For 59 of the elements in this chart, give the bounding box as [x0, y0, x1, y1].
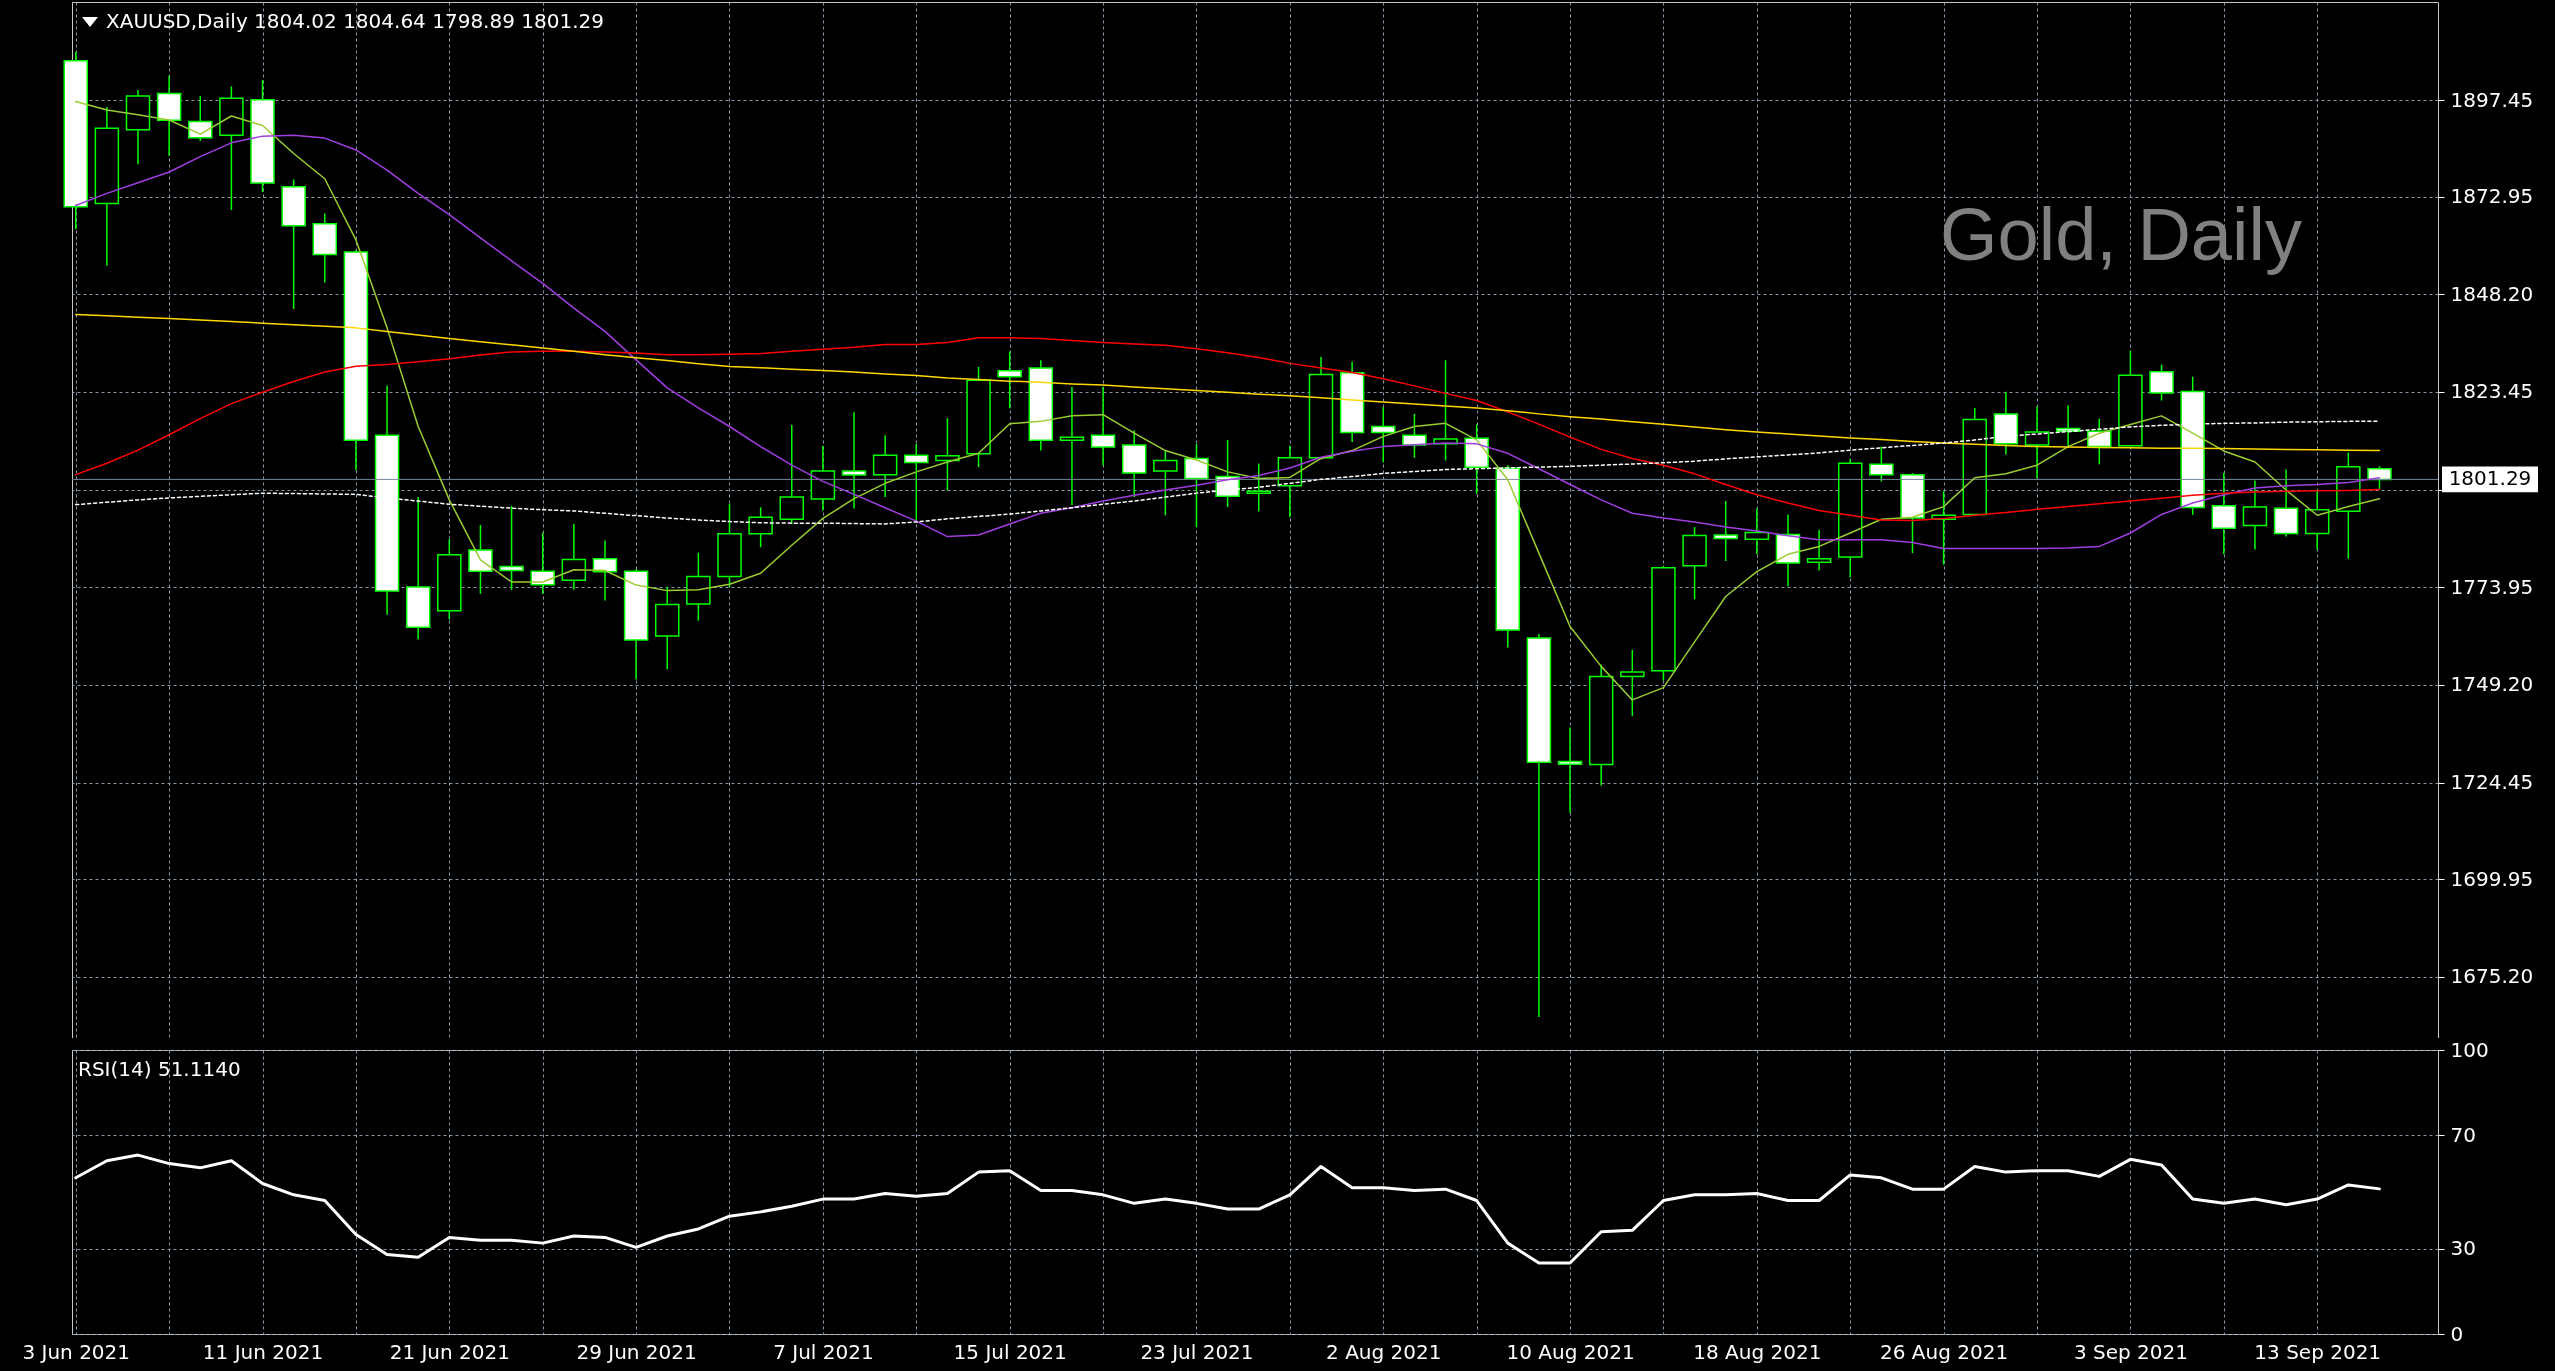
y-tick-label: 0 — [2450, 1321, 2464, 1346]
chart-title: RSI(14) 51.1140 — [78, 1057, 241, 1081]
y-tick-label: 30 — [2450, 1236, 2476, 1261]
y-tick-label: 1675.20 — [2450, 964, 2534, 989]
candlestick — [1557, 726, 1583, 814]
line-series — [74, 313, 2381, 452]
y-tick-label: 100 — [2450, 1037, 2489, 1062]
y-tick-label: 1848.20 — [2450, 281, 2534, 306]
x-tick-label: 13 Sep 2021 — [2254, 1339, 2382, 1364]
candlestick — [1059, 386, 1085, 506]
x-tick-label: 3 Sep 2021 — [2073, 1339, 2188, 1364]
candlestick — [1744, 507, 1770, 556]
candlestick — [2304, 490, 2330, 551]
x-tick-label: 3 Jun 2021 — [22, 1339, 131, 1364]
candlestick — [1371, 406, 1396, 464]
candlestick — [935, 417, 960, 492]
y-tick-label: 1724.45 — [2450, 770, 2534, 795]
candlestick — [1806, 529, 1832, 572]
y-tick-label: 1897.45 — [2450, 87, 2534, 112]
y-tick-label: 1823.45 — [2450, 379, 2534, 404]
line-series — [74, 100, 2381, 701]
x-tick-label: 2 Aug 2021 — [1326, 1339, 1442, 1364]
candlestick — [1153, 450, 1178, 517]
y-tick-label: 70 — [2450, 1122, 2476, 1147]
candlestick — [1246, 462, 1271, 513]
candlestick — [2211, 471, 2237, 556]
candlestick — [2149, 363, 2174, 402]
chart-title: XAUUSD,Daily 1804.02 1804.64 1798.89 1801.29 — [106, 9, 604, 33]
x-tick-label: 10 Aug 2021 — [1506, 1339, 1635, 1364]
x-tick-label: 21 Jun 2021 — [389, 1339, 510, 1364]
x-tick-label: 26 Aug 2021 — [1880, 1339, 2009, 1364]
ref-line-label: 1801.29 — [2448, 466, 2532, 491]
candlestick — [904, 443, 929, 522]
candlestick — [997, 350, 1022, 410]
y-tick-label: 1872.95 — [2450, 184, 2534, 209]
x-tick-label: 11 Jun 2021 — [202, 1339, 324, 1364]
annotation: Gold, Daily — [1940, 193, 2302, 276]
candlestick — [1402, 413, 1427, 459]
candlestick — [841, 411, 867, 510]
line-series — [74, 336, 2381, 522]
candlestick — [779, 424, 805, 525]
line-series — [74, 1153, 2381, 1265]
candlestick — [1620, 649, 1645, 717]
candlestick — [1869, 445, 1894, 483]
x-tick-label: 29 Jun 2021 — [576, 1339, 697, 1364]
y-tick-label: 1699.95 — [2450, 866, 2534, 891]
x-tick-label: 15 Jul 2021 — [953, 1339, 1067, 1364]
candlestick — [2024, 405, 2050, 480]
y-tick-label: 1749.20 — [2450, 672, 2534, 697]
x-tick-label: 18 Aug 2021 — [1693, 1339, 1822, 1364]
y-tick-label: 1773.95 — [2450, 574, 2534, 599]
candlestick — [2242, 479, 2268, 551]
candlestick — [872, 434, 898, 498]
x-tick-label: 7 Jul 2021 — [773, 1339, 874, 1364]
candlestick — [748, 506, 773, 548]
candlestick — [1090, 386, 1116, 466]
candlestick — [1713, 500, 1738, 562]
x-tick-label: 23 Jul 2021 — [1140, 1339, 1254, 1364]
candlestick — [468, 524, 493, 595]
